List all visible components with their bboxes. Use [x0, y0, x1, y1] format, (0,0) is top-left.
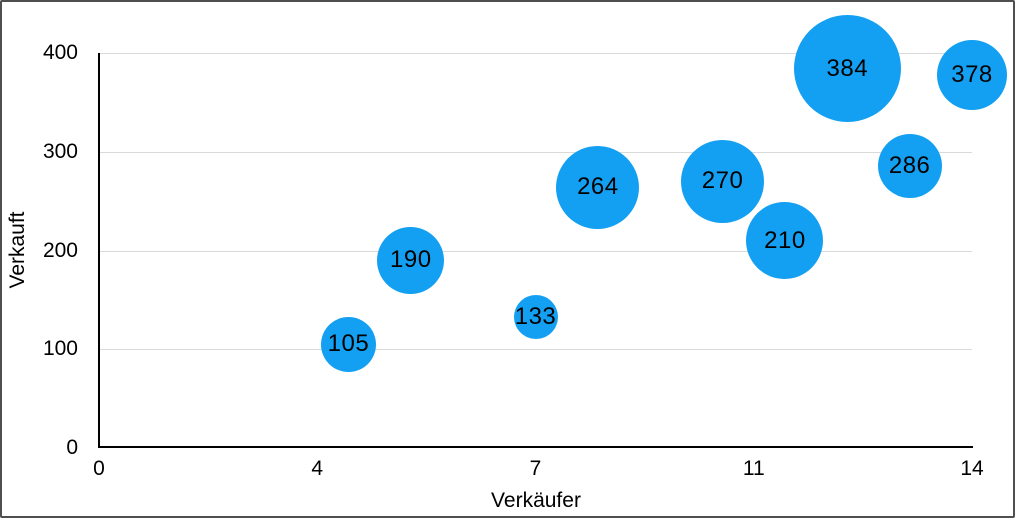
- bubble-210: 210: [746, 202, 824, 280]
- gridline-y-100: [99, 349, 972, 350]
- bubble-264: 264: [556, 145, 640, 229]
- bubble-value-label: 270: [701, 167, 744, 195]
- gridline-y-200: [99, 251, 972, 252]
- x-tick-label-11: 11: [742, 457, 765, 480]
- bubble-286: 286: [877, 133, 942, 198]
- y-tick-label-200: 200: [42, 238, 78, 262]
- y-axis-line: [98, 53, 100, 448]
- x-tick-label-7: 7: [529, 457, 542, 480]
- y-tick-label-300: 300: [42, 139, 78, 163]
- bubble-378: 378: [937, 39, 1007, 110]
- bubble-105: 105: [320, 316, 376, 372]
- bubble-value-label: 105: [327, 330, 370, 358]
- x-axis-title: Verkäufer: [491, 489, 581, 512]
- bubble-270: 270: [681, 139, 765, 223]
- bubble-133: 133: [513, 294, 558, 339]
- gridline-y-300: [99, 152, 972, 153]
- bubble-value-label: 133: [514, 302, 557, 330]
- x-tick-label-0: 0: [93, 457, 105, 480]
- y-tick-label-400: 400: [42, 41, 78, 64]
- x-tick-label-4: 4: [311, 457, 324, 480]
- bubble-value-label: 286: [888, 151, 931, 179]
- bubble-value-label: 210: [764, 226, 806, 254]
- bubble-value-label: 384: [826, 54, 869, 82]
- x-tick-label-14: 14: [960, 457, 984, 480]
- bubble-value-label: 378: [951, 60, 993, 88]
- bubble-value-label: 264: [577, 173, 619, 201]
- y-tick-label-100: 100: [42, 337, 78, 361]
- gridline-y-400: [99, 53, 972, 54]
- bubble-190: 190: [377, 226, 445, 294]
- y-tick-label-0: 0: [66, 436, 78, 459]
- bubble-value-label: 190: [390, 246, 432, 274]
- bubble-384: 384: [793, 15, 901, 123]
- x-axis-line: [98, 446, 973, 448]
